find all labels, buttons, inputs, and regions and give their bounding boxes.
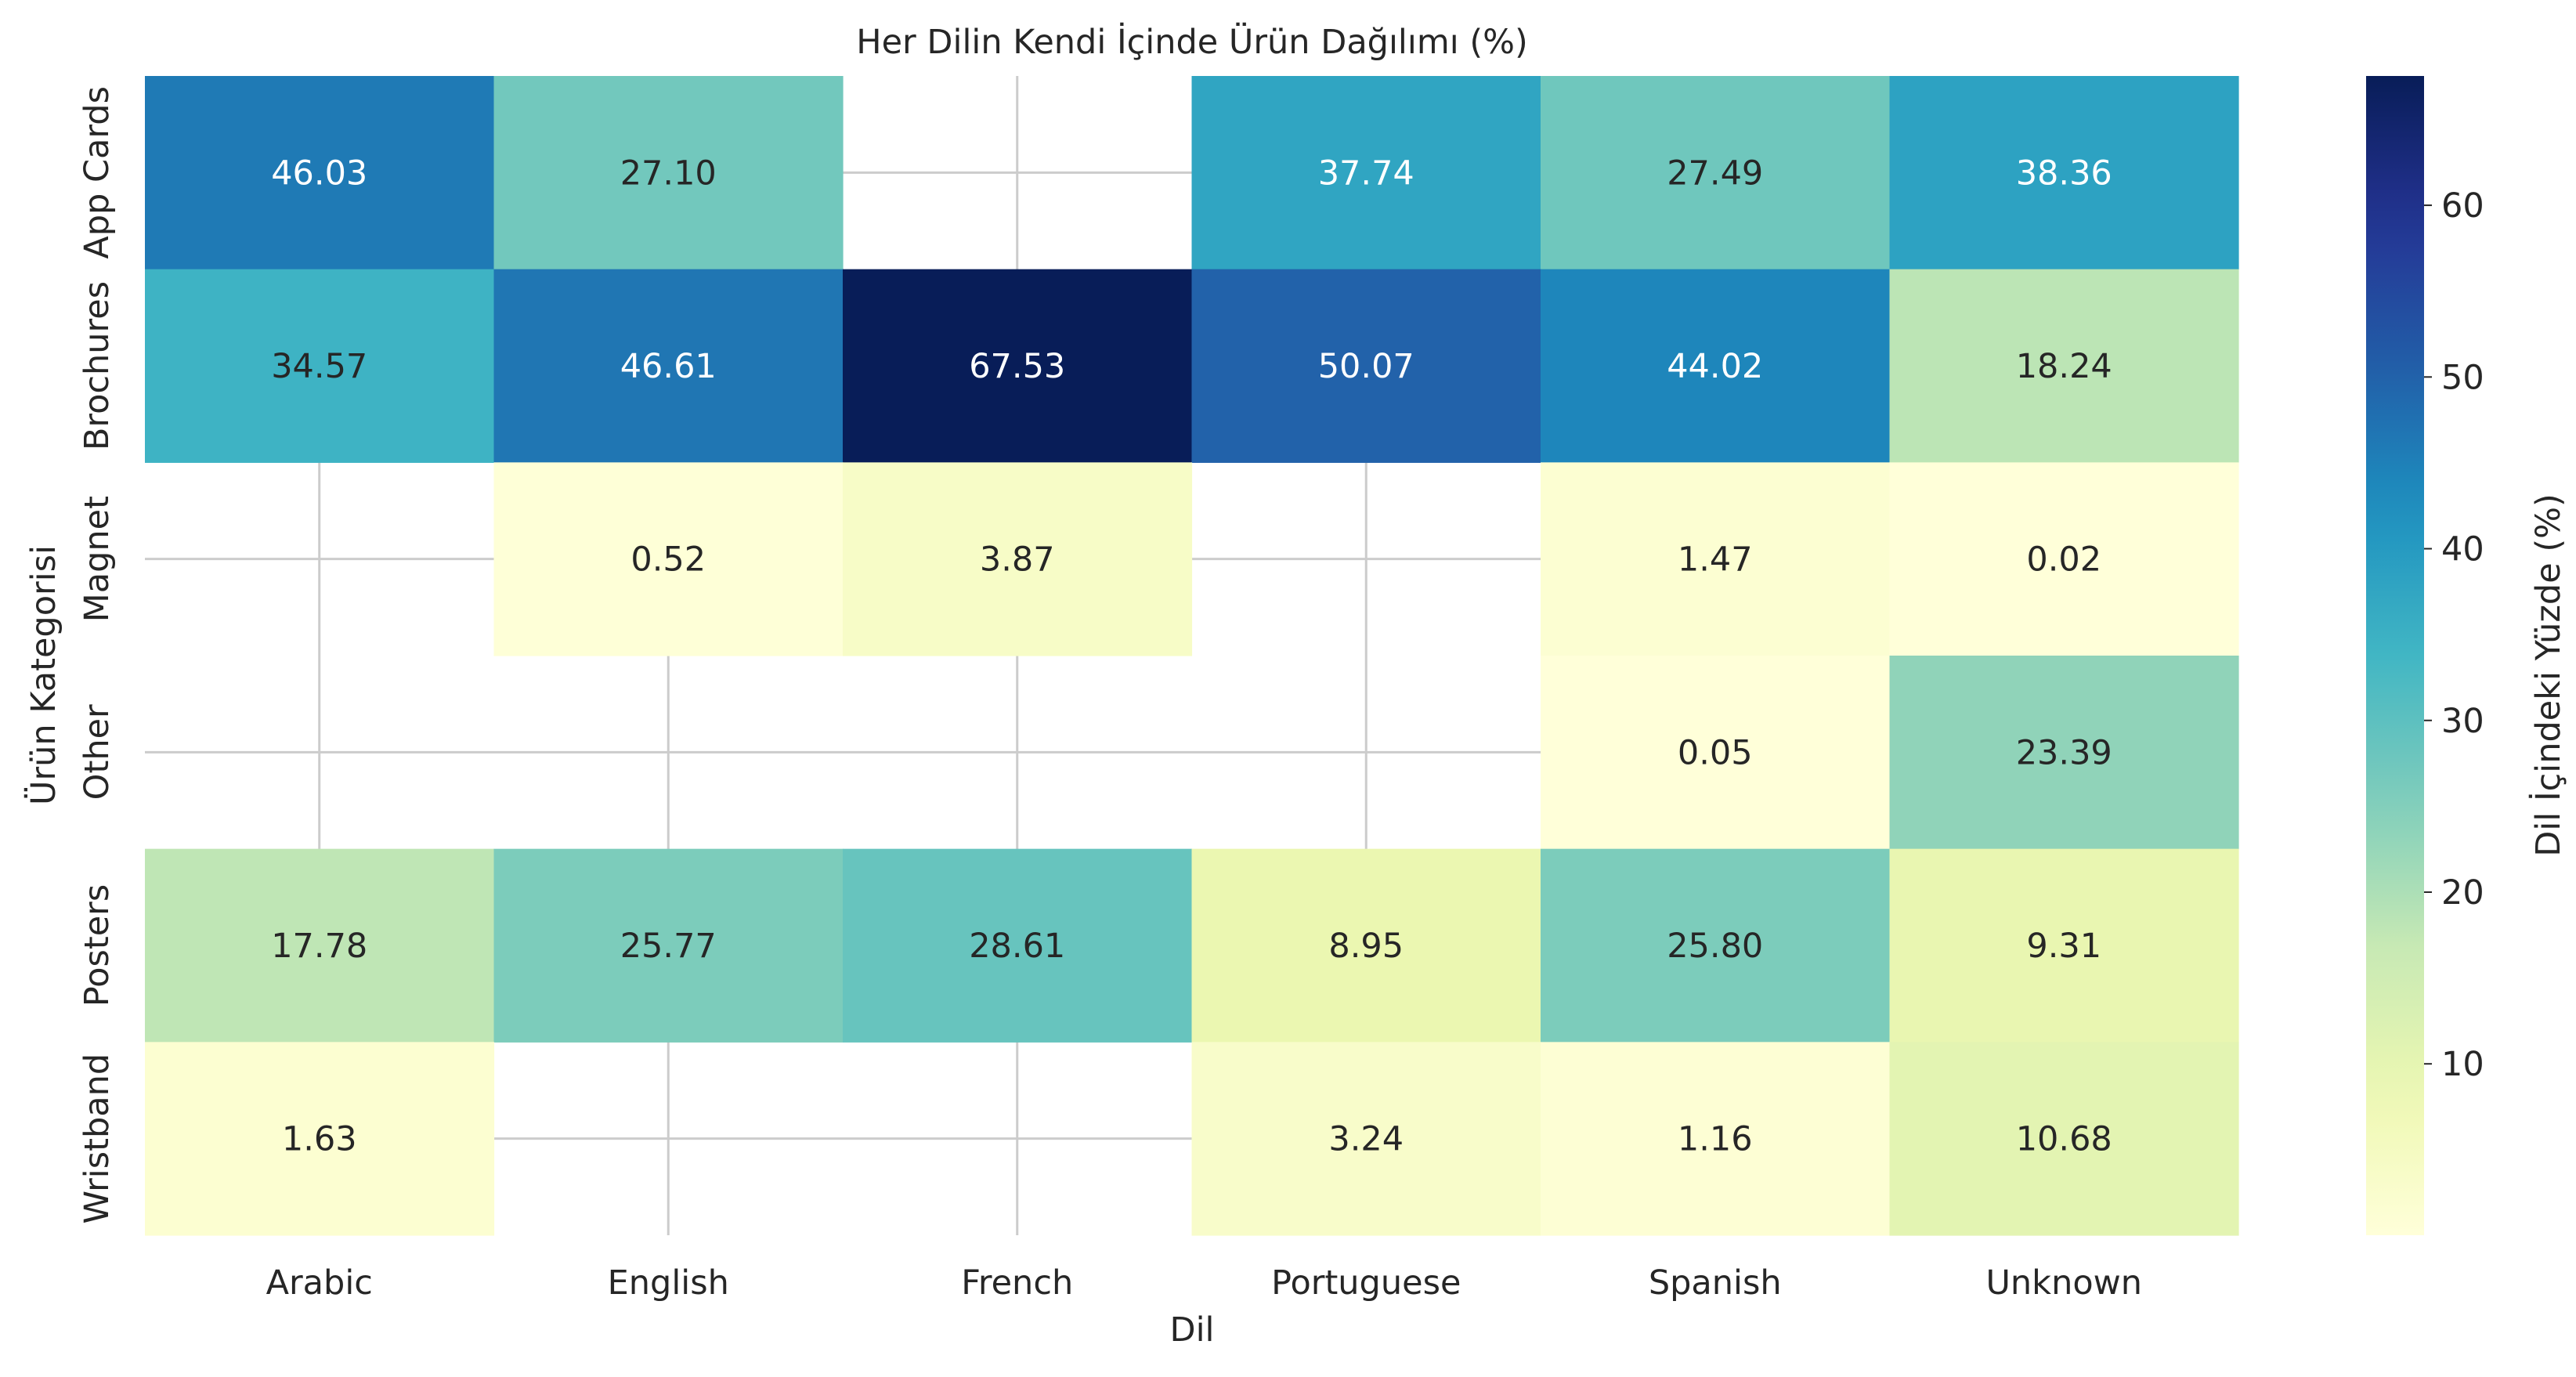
cell-value-label: 44.02 <box>1667 347 1763 386</box>
heatmap-cell <box>145 76 495 270</box>
heatmap-cell <box>145 1042 495 1236</box>
colorbar: 10 20 30 40 50 60 <box>2366 76 2484 1235</box>
cell-value-label: 1.63 <box>282 1120 357 1159</box>
heatmap-cell <box>843 462 1193 656</box>
heatmap-cell <box>1191 1042 1541 1236</box>
y-axis-label: Ürün Kategorisi <box>23 545 63 805</box>
heatmap-cells <box>145 76 2239 1236</box>
heatmap-cell <box>843 269 1193 463</box>
x-tick-label: French <box>961 1263 1073 1303</box>
heatmap-cell <box>1889 656 2239 850</box>
heatmap-cell <box>1541 848 1891 1043</box>
x-axis-label: Dil <box>1169 1310 1214 1350</box>
cell-value-label: 0.52 <box>630 540 706 580</box>
cell-value-label: 8.95 <box>1328 927 1404 966</box>
heatmap-cell <box>1541 1042 1891 1236</box>
x-axis: Arabic English French Portuguese Spanish Unkn… <box>266 1263 2142 1303</box>
cell-value-label: 10.68 <box>2016 1120 2112 1159</box>
heatmap-cell <box>843 848 1193 1043</box>
x-tick-label: Unknown <box>1985 1263 2142 1303</box>
cell-value-label: 46.61 <box>620 347 717 386</box>
heatmap-cell <box>493 76 844 270</box>
heatmap-cell <box>1889 76 2239 270</box>
heatmap-cell <box>1541 656 1891 850</box>
y-tick-label: Magnet <box>78 496 117 622</box>
colorbar-tick-label: 20 <box>2441 873 2484 913</box>
heatmap-cell <box>1889 269 2239 463</box>
cell-value-label: 3.24 <box>1328 1120 1404 1159</box>
y-tick-label: Brochures <box>78 281 117 450</box>
heatmap-cell <box>1191 269 1541 463</box>
x-tick-label: Arabic <box>266 1263 373 1303</box>
x-tick-label: Portuguese <box>1271 1263 1461 1303</box>
heatmap-cell <box>493 462 844 656</box>
heatmap-cell <box>1889 848 2239 1043</box>
heatmap-cell <box>493 848 844 1043</box>
chart-title: Her Dilin Kendi İçinde Ürün Dağılımı (%) <box>856 22 1527 62</box>
cell-value-label: 25.77 <box>620 927 717 966</box>
x-tick-label: Spanish <box>1649 1263 1782 1303</box>
cell-value-label: 50.07 <box>1318 347 1414 386</box>
heatmap-cell <box>1541 462 1891 656</box>
y-axis: App Cards Brochures Magnet Other Posters Wris… <box>78 86 117 1224</box>
cell-value-label: 46.03 <box>271 154 367 193</box>
heatmap-cell <box>145 269 495 463</box>
cell-value-label: 3.87 <box>980 540 1055 580</box>
colorbar-tick-label: 50 <box>2441 358 2484 397</box>
cell-value-label: 38.36 <box>2016 154 2112 193</box>
colorbar-gradient <box>2366 76 2424 1235</box>
cell-value-label: 67.53 <box>969 347 1065 386</box>
heatmap-cell <box>1541 76 1891 270</box>
cell-value-label: 17.78 <box>271 927 367 966</box>
cell-value-label: 25.80 <box>1667 927 1763 966</box>
cell-value-label: 0.05 <box>1678 733 1753 772</box>
heatmap-cell <box>1541 269 1891 463</box>
colorbar-tick-label: 60 <box>2441 186 2484 226</box>
cell-value-label: 34.57 <box>271 347 367 386</box>
heatmap-cell <box>145 848 495 1043</box>
heatmap-cell <box>1889 1042 2239 1236</box>
heatmap-cell <box>1191 848 1541 1043</box>
cell-value-label: 9.31 <box>2026 927 2101 966</box>
heatmap-cell <box>1889 462 2239 656</box>
cell-labels: 46.03 27.10 37.74 27.49 38.36 34.57 46.61 67.53… <box>271 154 2112 1158</box>
cell-value-label: 37.74 <box>1318 154 1414 193</box>
cell-value-label: 28.61 <box>969 927 1065 966</box>
y-tick-label: App Cards <box>78 86 117 259</box>
colorbar-tick-label: 40 <box>2441 530 2484 569</box>
cell-value-label: 27.49 <box>1667 154 1763 193</box>
cell-value-label: 1.47 <box>1678 540 1753 580</box>
cell-value-label: 1.16 <box>1678 1120 1753 1159</box>
cell-value-label: 23.39 <box>2016 733 2112 772</box>
colorbar-tick-label: 30 <box>2441 702 2484 741</box>
y-tick-label: Other <box>78 704 117 800</box>
heatmap-cell <box>493 269 844 463</box>
cell-value-label: 27.10 <box>620 154 717 193</box>
cell-value-label: 18.24 <box>2016 347 2112 386</box>
y-tick-label: Wristband <box>78 1054 117 1224</box>
colorbar-label: Dil İçindeki Yüzde (%) <box>2528 493 2568 856</box>
x-tick-label: English <box>608 1263 729 1303</box>
heatmap-cell <box>1191 76 1541 270</box>
cell-value-label: 0.02 <box>2026 540 2101 580</box>
y-tick-label: Posters <box>78 884 117 1007</box>
colorbar-tick-label: 10 <box>2441 1045 2484 1084</box>
